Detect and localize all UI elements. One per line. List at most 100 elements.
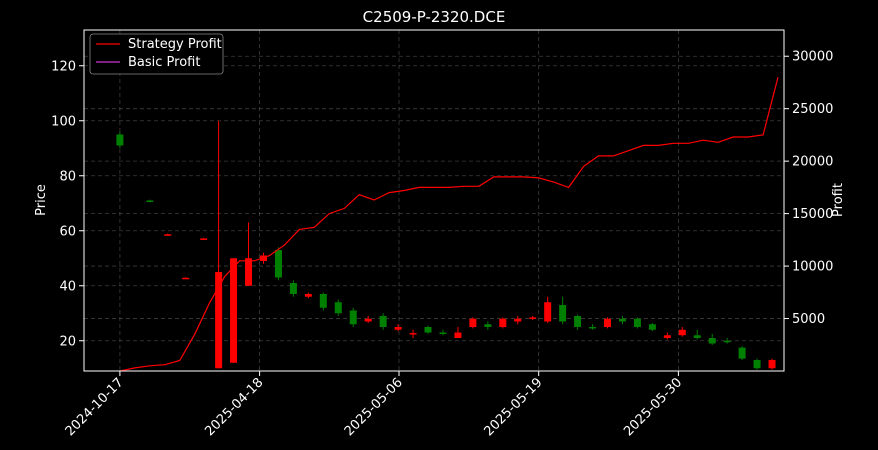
candle <box>245 222 253 286</box>
candle-body <box>708 338 716 344</box>
series-line-strategy-profit <box>119 77 779 372</box>
candle-body <box>618 318 626 322</box>
candle-layer <box>116 120 776 370</box>
candle-body <box>304 294 312 297</box>
candle-body <box>289 283 297 294</box>
candle-body <box>439 332 447 334</box>
candle-body <box>146 200 154 202</box>
candle <box>514 316 522 325</box>
candle <box>723 338 731 344</box>
legend-box <box>89 33 224 75</box>
candle-body <box>544 302 552 322</box>
candle-body <box>334 302 342 314</box>
y-tick-label: 40 <box>59 279 76 294</box>
y-tick-label: 80 <box>59 169 76 184</box>
candle <box>648 322 656 332</box>
candle <box>544 296 552 323</box>
candle <box>484 321 492 330</box>
candle-body <box>753 360 761 369</box>
left-axis: 20 40 60 80 100 120 <box>51 59 84 349</box>
candle <box>409 329 417 338</box>
candle <box>574 314 582 330</box>
candle-body <box>215 272 223 369</box>
legend-label-strategy-profit: Strategy Profit <box>128 37 222 52</box>
candle <box>334 299 342 316</box>
y2-tick-label: 20000 <box>792 155 833 170</box>
candle-body <box>364 318 372 322</box>
candle-body <box>409 333 417 335</box>
candle-body <box>200 238 208 240</box>
candle <box>618 316 626 325</box>
candle-body <box>693 335 701 338</box>
candle-body <box>116 134 124 146</box>
candle-body <box>678 329 686 336</box>
legend-label-basic-profit: Basic Profit <box>128 55 200 70</box>
chart-title: C2509-P-2320.DCE <box>363 8 506 26</box>
candle <box>469 317 477 329</box>
plot-frame <box>83 29 785 372</box>
legend: Strategy Profit Basic Profit <box>89 33 224 75</box>
candle-body <box>245 258 253 286</box>
y-axis-label: Price <box>34 184 49 216</box>
y-tick-label: 20 <box>59 334 76 349</box>
right-axis: 5000 10000 15000 20000 25000 30000 <box>784 50 833 327</box>
candle <box>289 280 297 297</box>
candle <box>499 317 507 329</box>
candle-body <box>559 305 567 322</box>
candle <box>663 332 671 340</box>
candle <box>439 329 447 336</box>
y2-tick-label: 5000 <box>792 312 825 327</box>
candle <box>394 324 402 332</box>
candle-body <box>604 318 612 327</box>
candle-body <box>164 234 172 236</box>
candle <box>182 277 190 280</box>
candle <box>768 358 776 370</box>
candle <box>424 325 432 334</box>
y2-tick-label: 10000 <box>792 260 833 275</box>
candle <box>529 316 537 321</box>
candle-body <box>589 327 597 329</box>
candle <box>559 296 567 325</box>
candle-body <box>469 318 477 327</box>
candle <box>230 258 238 363</box>
candle <box>753 358 761 370</box>
candle <box>454 327 462 338</box>
candle <box>164 233 172 236</box>
y2-tick-label: 30000 <box>792 50 833 65</box>
candle <box>274 247 282 281</box>
candle-body <box>574 316 582 327</box>
candle-body <box>529 317 537 319</box>
candle <box>604 317 612 329</box>
candle <box>708 333 716 345</box>
candle <box>379 313 387 330</box>
candle-body <box>723 340 731 343</box>
candle-body <box>182 277 190 280</box>
candle-body <box>514 318 522 322</box>
y2-axis-label: Profit <box>831 183 846 217</box>
candle <box>215 120 223 369</box>
candle <box>349 307 357 327</box>
candle-body <box>274 250 282 278</box>
candle-body <box>633 318 641 327</box>
candle-body <box>738 347 746 359</box>
candle-body <box>349 310 357 325</box>
candle-body <box>768 360 776 369</box>
candle <box>200 237 208 240</box>
candle-body <box>648 324 656 330</box>
grid-layer <box>84 30 784 371</box>
candle-body <box>499 318 507 327</box>
candle <box>633 317 641 329</box>
candle <box>319 292 327 311</box>
candle <box>738 346 746 360</box>
candle-body <box>454 332 462 338</box>
candle-body <box>424 327 432 333</box>
candle <box>116 131 124 149</box>
candle <box>146 199 154 203</box>
y2-tick-label: 25000 <box>792 102 833 117</box>
candle <box>693 329 701 340</box>
candle-body <box>394 327 402 330</box>
y-tick-label: 60 <box>59 224 76 239</box>
candle <box>304 292 312 299</box>
